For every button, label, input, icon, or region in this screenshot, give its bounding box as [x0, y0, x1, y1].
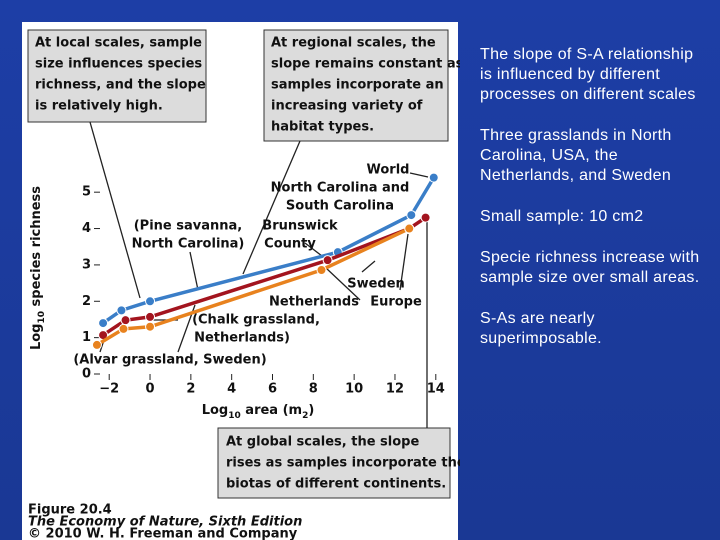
x-tick-label: 10	[345, 382, 363, 397]
annotation-text: samples incorporate an	[271, 78, 444, 93]
figure-caption: Figure 20.4	[28, 503, 112, 518]
data-point	[145, 296, 156, 307]
data-point	[145, 311, 156, 322]
annotation-text: richness, and the slope	[35, 78, 206, 93]
data-point	[145, 321, 156, 332]
slide-text: The slope of S-A relationship is influen…	[480, 45, 700, 370]
annotation-text: is relatively high.	[35, 99, 163, 114]
y-axis-label-part: species richness	[29, 186, 44, 311]
plot-label: South Carolina	[286, 199, 394, 214]
paragraph: S-As are nearly superimposable.	[480, 310, 602, 347]
data-point	[91, 339, 102, 350]
annotation-text: biotas of different continents.	[226, 477, 446, 492]
y-tick-label: 0	[82, 367, 91, 382]
plot-label: Netherlands	[269, 295, 359, 310]
annotation-box	[263, 29, 449, 142]
data-point	[428, 172, 439, 183]
annotation-box	[217, 427, 451, 499]
annotation-text: increasing variety of	[271, 99, 423, 114]
annotation-text: At regional scales, the	[271, 36, 436, 51]
y-axis-label-part: Log	[29, 324, 44, 351]
data-point	[116, 305, 127, 316]
y-tick-label: 1	[82, 330, 91, 345]
paragraph: The slope of S-A relationship is influen…	[480, 46, 696, 103]
data-point	[322, 255, 333, 266]
x-axis-label-part: area (m	[241, 403, 302, 418]
plot-label: (Chalk grassland,	[192, 313, 320, 328]
plot-label: (Pine savanna,	[134, 219, 243, 234]
x-tick-label: 14	[427, 382, 445, 397]
x-axis-label-part: 2	[302, 411, 308, 421]
data-point	[98, 318, 109, 329]
data-point	[316, 265, 327, 275]
y-axis-label-part: 10	[37, 311, 47, 324]
plot-label: Netherlands)	[194, 331, 290, 346]
data-point	[420, 212, 431, 223]
data-point	[406, 210, 417, 221]
x-axis-label-part: Log	[202, 403, 229, 418]
y-tick-label: 3	[82, 257, 91, 272]
annotation-text: At global scales, the slope	[226, 435, 419, 450]
paragraph: Three grasslands in North Carolina, USA,…	[480, 127, 672, 184]
annotation-text: At local scales, sample	[35, 36, 202, 51]
x-tick-label: 8	[309, 382, 318, 397]
x-tick-label: 6	[268, 382, 277, 397]
plot-label: Sweden	[347, 277, 405, 292]
plot-label: North Carolina)	[132, 237, 245, 252]
y-tick-label: 4	[82, 221, 91, 236]
data-point	[120, 315, 131, 326]
annotation-text: rises as samples incorporate the	[226, 456, 460, 471]
annotation-text: size influences species	[35, 57, 202, 72]
x-tick-label: −2	[99, 382, 119, 397]
plot-label: World	[367, 163, 410, 178]
plot-label: North Carolina and	[271, 181, 410, 196]
y-tick-label: 5	[82, 185, 91, 200]
x-tick-label: 2	[186, 382, 195, 397]
x-tick-label: 4	[227, 382, 236, 397]
annotation-text: habitat types.	[271, 120, 374, 135]
x-axis-label-part: )	[308, 403, 314, 418]
annotation-text: slope remains constant as	[271, 57, 460, 72]
x-tick-label: 0	[146, 382, 155, 397]
figure-caption: © 2010 W. H. Freeman and Company	[28, 527, 298, 540]
x-tick-label: 12	[386, 382, 404, 397]
plot-label: Europe	[370, 295, 422, 310]
paragraph: Small sample: 10 cm2	[480, 208, 644, 225]
data-point	[404, 223, 415, 234]
plot-label: (Alvar grassland, Sweden)	[73, 353, 266, 368]
annotation-box	[27, 29, 207, 123]
plot-label: Brunswick	[262, 219, 338, 234]
y-axis-label: Log10 species richness	[29, 186, 47, 350]
y-tick-label: 2	[82, 294, 91, 309]
x-axis-label-part: 10	[228, 411, 241, 421]
data-point	[118, 323, 129, 334]
paragraph: Specie richness increase with sample siz…	[480, 249, 700, 286]
x-axis-label: Log10 area (m2)	[202, 403, 315, 421]
plot-label: County	[264, 237, 316, 252]
figure-caption: The Economy of Nature, Sixth Edition	[28, 515, 302, 530]
